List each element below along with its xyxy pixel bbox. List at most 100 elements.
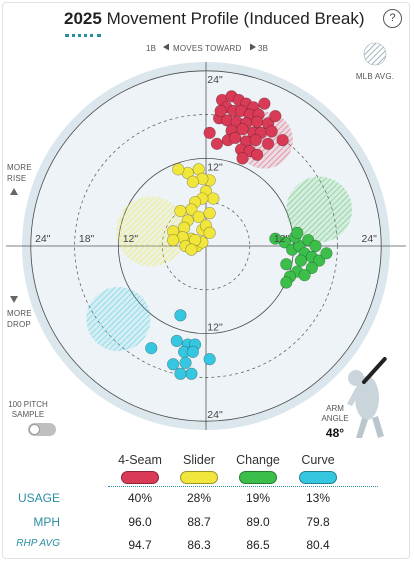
point-slider (203, 207, 216, 220)
more-rise-label-1: MORE (7, 163, 32, 172)
cell-mph-4-seam: 96.0 (128, 515, 152, 529)
ring-label-top-12: 12" (207, 161, 223, 173)
point-change (291, 226, 304, 239)
mlb-avg-zone-slider (116, 196, 187, 267)
cell-rhp-avg-change: 86.5 (246, 538, 270, 552)
more-rise-label-2: RISE (7, 174, 26, 183)
arm-angle-value: 48° (325, 426, 345, 440)
rhp-avg-row-label: RHP AVG (16, 538, 60, 549)
ring-label-left-18: 18" (79, 233, 95, 245)
cell-rhp-avg-slider: 86.3 (187, 538, 211, 552)
point-slider (207, 192, 220, 205)
pitch-header-4-seam[interactable]: 4-Seam (112, 453, 168, 484)
series-curve (145, 309, 216, 380)
point-change (298, 269, 311, 282)
point-slider (203, 226, 216, 239)
cell-mph-slider: 88.7 (187, 515, 211, 529)
cell-usage-curve: 13% (305, 491, 331, 505)
point-curve (170, 334, 183, 348)
point-4-seam (269, 109, 282, 123)
ring-label-left-12: 12" (123, 233, 139, 245)
point-4-seam (236, 152, 249, 165)
ring-label-right-12: 12" (274, 233, 290, 245)
title-text: Movement Profile (Induced Break) (106, 9, 365, 28)
point-curve (203, 353, 216, 366)
pitch-name: Slider (183, 453, 215, 467)
toggle-knob (29, 424, 40, 435)
point-4-seam (251, 148, 264, 161)
point-4-seam (276, 134, 289, 147)
point-curve (174, 367, 187, 380)
help-icon[interactable]: ? (383, 9, 402, 28)
point-change (280, 276, 293, 289)
mlb-avg-zone-change (286, 176, 352, 243)
point-slider (192, 210, 205, 223)
arm-angle-line (362, 357, 387, 384)
point-curve (174, 309, 187, 322)
ring-labels: 24" 12" 12" 24" 24" 18" 12" 12" 24" (35, 74, 377, 421)
mlb-avg-zone-curve (86, 286, 151, 352)
mlb-avg-legend: MLB AVG. (356, 42, 394, 81)
cell-usage-slider: 28% (186, 491, 212, 505)
point-4-seam (258, 97, 271, 110)
point-change (294, 254, 308, 267)
point-slider (172, 163, 185, 176)
point-4-seam (249, 134, 262, 147)
series-slider (167, 163, 220, 256)
pitch-name: Change (236, 453, 280, 467)
sample-label: 100 PITCH SAMPLE (6, 400, 50, 420)
point-change (269, 232, 282, 245)
point-4-seam (251, 115, 264, 128)
pitch-points (145, 90, 333, 380)
cell-usage-change: 19% (245, 491, 271, 505)
point-slider (174, 204, 187, 218)
point-curve (179, 356, 192, 369)
movement-chart: 24" 12" 12" 24" 24" 18" 12" 12" 24" 1B M… (6, 42, 406, 438)
point-curve (185, 367, 198, 380)
pitch-name: Curve (301, 453, 335, 467)
sample-label-1: 100 PITCH (8, 400, 48, 409)
cell-mph-change: 89.0 (246, 515, 270, 529)
point-curve (145, 342, 158, 355)
point-slider (185, 243, 198, 256)
pitcher-icon (347, 357, 387, 438)
point-4-seam (214, 104, 227, 118)
mlb-avg-label: MLB AVG. (356, 72, 394, 81)
title-year: 2025 (64, 9, 102, 28)
point-curve (167, 358, 180, 371)
point-change (305, 261, 318, 275)
point-4-seam (265, 125, 278, 138)
side-labels: MORE RISE MORE DROP (7, 163, 32, 329)
usage-underline (108, 486, 378, 487)
point-change (313, 254, 326, 267)
point-curve (186, 345, 199, 358)
ring-label-top-24: 24" (207, 74, 223, 86)
point-slider (186, 175, 199, 188)
point-change (280, 258, 293, 271)
arm-angle-label: ARM ANGLE (320, 404, 350, 424)
ring-label-left-24: 24" (35, 233, 51, 245)
point-4-seam (229, 131, 242, 145)
cell-mph-curve: 79.8 (306, 515, 330, 529)
ring-label-bottom-24: 24" (207, 409, 223, 421)
title-underline (65, 34, 101, 37)
series-change (269, 226, 333, 289)
pitcher-figure (347, 357, 387, 438)
sample-toggle[interactable] (28, 423, 56, 436)
mlb-avg-legend-icon (363, 42, 387, 66)
point-change (320, 247, 333, 260)
pitch-header-curve[interactable]: Curve (290, 453, 346, 484)
pitch-header-slider[interactable]: Slider (171, 453, 227, 484)
more-drop-label-2: DROP (7, 320, 31, 329)
pitch-color-pill (299, 471, 337, 484)
point-4-seam (210, 137, 224, 150)
point-change (309, 239, 322, 253)
point-4-seam (203, 126, 216, 139)
mph-row-label: MPH (33, 515, 60, 529)
pitch-header-change[interactable]: Change (230, 453, 286, 484)
down-arrow-icon (10, 296, 18, 303)
pitch-color-pill (180, 471, 218, 484)
point-4-seam (261, 137, 275, 150)
direction-label: 1B MOVES TOWARD 3B (146, 43, 268, 53)
cell-rhp-avg-4-seam: 94.7 (128, 538, 152, 552)
